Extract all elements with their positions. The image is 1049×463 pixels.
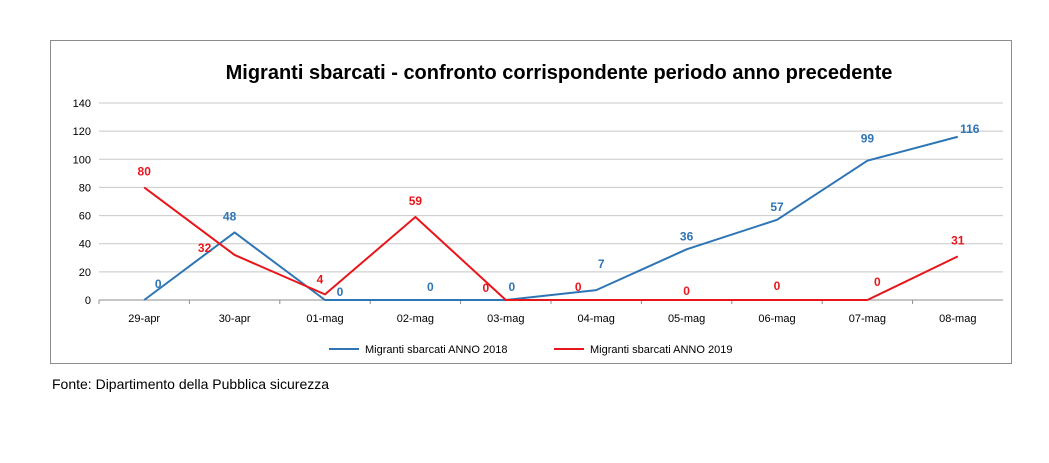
series-line-2018 bbox=[143, 135, 959, 301]
y-tick-label: 60 bbox=[79, 211, 91, 223]
y-tick-label: 20 bbox=[79, 267, 91, 279]
data-label-2018: 7 bbox=[598, 257, 605, 271]
data-label-2019: 80 bbox=[138, 164, 152, 178]
x-tick-label: 03-mag bbox=[487, 313, 524, 325]
x-tick-label: 07-mag bbox=[849, 313, 886, 325]
data-label-2019: 0 bbox=[774, 279, 781, 293]
x-tick-label: 01-mag bbox=[306, 313, 343, 325]
data-label-2019: 32 bbox=[198, 241, 212, 255]
x-tick-label: 02-mag bbox=[397, 313, 434, 325]
data-label-2018: 0 bbox=[337, 285, 344, 299]
data-label-2019: 0 bbox=[683, 284, 690, 298]
series-line-2019 bbox=[143, 186, 959, 301]
y-tick-label: 80 bbox=[79, 182, 91, 194]
x-tick-label: 30-apr bbox=[219, 313, 251, 325]
data-labels: 0 48 0 0 0 7 36 57 99 116 80 32 4 59 0 0 0 0 0 31 bbox=[138, 122, 980, 299]
data-label-2018: 48 bbox=[223, 209, 237, 223]
series-lines bbox=[143, 135, 959, 301]
y-tick-label: 140 bbox=[73, 98, 91, 110]
data-label-2019: 0 bbox=[482, 281, 489, 295]
x-tick-label: 04-mag bbox=[578, 313, 615, 325]
x-tick-label: 29-apr bbox=[128, 313, 160, 325]
y-tick-label: 120 bbox=[73, 126, 91, 138]
data-label-2018: 0 bbox=[508, 280, 515, 294]
data-label-2018: 36 bbox=[680, 229, 694, 243]
y-tick-label: 0 bbox=[85, 295, 91, 307]
x-tick-label: 05-mag bbox=[668, 313, 705, 325]
legend-label-2018: Migranti sbarcati ANNO 2018 bbox=[365, 344, 507, 356]
legend: Migranti sbarcati ANNO 2018 Migranti sbar… bbox=[329, 344, 732, 356]
y-axis-ticks: 0 20 40 60 80 100 120 140 bbox=[73, 98, 91, 307]
chart-title: Migranti sbarcati - confronto corrispond… bbox=[226, 62, 893, 84]
line-chart: Migranti sbarcati - confronto corrispond… bbox=[73, 62, 1003, 356]
data-label-2019: 0 bbox=[575, 280, 582, 294]
x-axis-ticks: 29-apr 30-apr 01-mag 02-mag 03-mag 04-mag 05-m… bbox=[98, 300, 976, 325]
source-note: Fonte: Dipartimento della Pubblica sicur… bbox=[52, 376, 330, 392]
data-label-2019: 0 bbox=[874, 275, 881, 289]
x-tick-label: 08-mag bbox=[939, 313, 976, 325]
data-label-2018: 0 bbox=[427, 280, 434, 294]
data-label-2018: 57 bbox=[770, 200, 784, 214]
data-label-2019: 59 bbox=[409, 194, 423, 208]
chart-frame: Migranti sbarcati - confronto corrispond… bbox=[50, 40, 1012, 364]
legend-label-2019: Migranti sbarcati ANNO 2019 bbox=[590, 344, 732, 356]
data-label-2018: 116 bbox=[960, 122, 980, 136]
data-label-2019: 4 bbox=[317, 272, 324, 286]
y-tick-label: 40 bbox=[79, 239, 91, 251]
x-tick-label: 06-mag bbox=[758, 313, 795, 325]
data-label-2019: 31 bbox=[951, 233, 965, 247]
data-label-2018: 99 bbox=[861, 132, 875, 146]
data-label-2018: 0 bbox=[155, 277, 162, 291]
y-tick-label: 100 bbox=[73, 154, 91, 166]
